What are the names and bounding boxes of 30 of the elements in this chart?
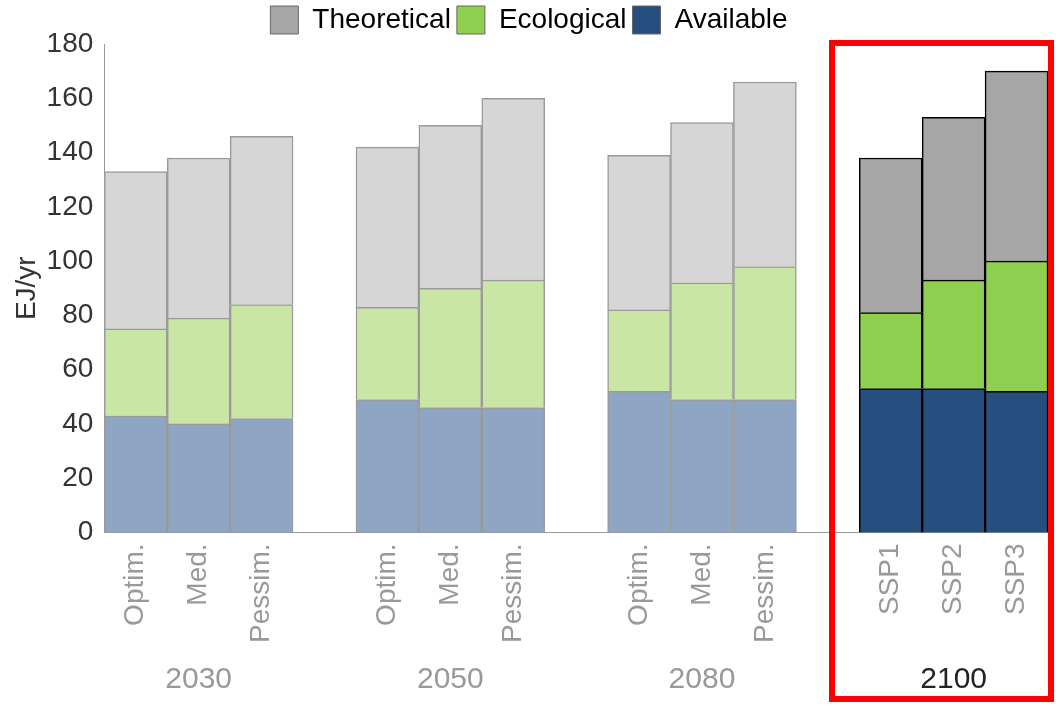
text: 2030 [165,661,233,695]
x-tick-label: Med. [684,543,716,606]
y-tick-label: 0 [77,515,94,547]
text: 2100 [920,661,988,695]
x-tick-label: SSP2 [936,543,968,616]
x-tick-label: SSP1 [873,543,905,616]
x-tick-label: Med. [433,543,465,606]
x-tick-label: Pessim. [747,543,779,644]
y-tick-label: 20 [62,460,94,492]
x-tick-label: SSP3 [999,543,1031,616]
y-tick-label: 100 [46,243,94,275]
y-tick-label: 120 [46,189,94,221]
legend-label: Ecological [498,2,627,34]
y-tick-label: 80 [62,298,94,330]
y-tick-label: 140 [46,135,94,167]
x-tick-label: Optim. [621,543,653,626]
x-tick-label: Pessim. [244,543,276,644]
text: 2080 [668,661,736,695]
y-tick-label: 160 [46,80,94,112]
y-tick-label: 180 [46,26,94,58]
text: 2050 [416,661,484,695]
x-tick-label: Optim. [370,543,402,626]
y-axis-title: EJ/yr [9,256,41,321]
y-tick-label: 60 [62,352,94,384]
y-tick-label: 40 [62,406,94,438]
x-tick-label: Optim. [118,543,150,626]
x-tick-label: Pessim. [495,543,527,644]
legend-label: Theoretical [312,2,451,34]
legend-label: Available [674,2,788,34]
x-tick-label: Med. [181,543,213,606]
